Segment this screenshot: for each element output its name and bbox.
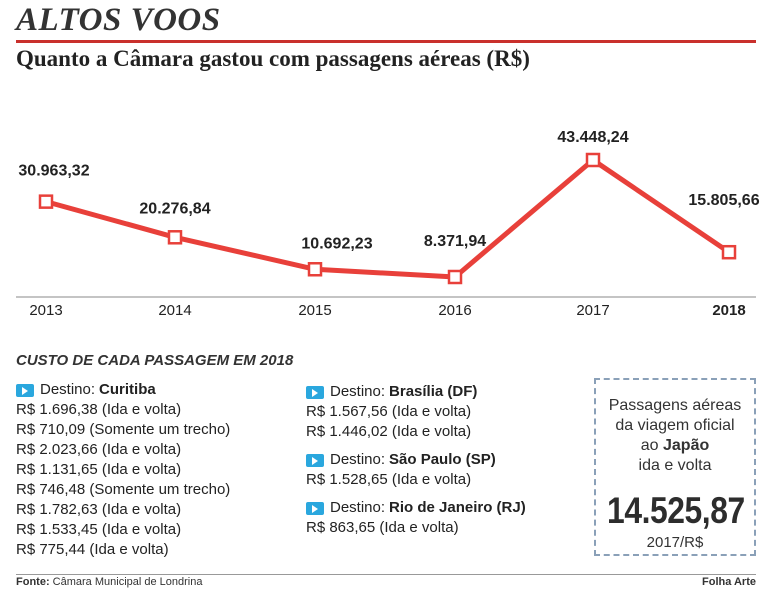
data-label: 15.805,66 [688, 192, 759, 209]
list-item: R$ 2.023,66 (Ida e volta) [16, 441, 182, 458]
list-item: R$ 746,48 (Somente um trecho) [16, 481, 231, 498]
highlight-line-1: Passagens aéreas [608, 397, 742, 414]
highlight-box: Passagens aéreas da viagem oficial ao Ja… [594, 378, 756, 556]
data-label: 10.692,23 [301, 235, 372, 252]
destination-group-rio: Destino: Rio de Janeiro (RJ) R$ 863,65 (… [306, 498, 526, 538]
highlight-line-3-prefix: ao [640, 437, 659, 454]
list-item: R$ 863,65 (Ida e volta) [306, 519, 459, 536]
highlight-value: 14.525,87 [607, 490, 745, 531]
destination-header: Destino: São Paulo (SP) [306, 450, 526, 470]
destination-prefix: Destino: [330, 383, 386, 400]
title-divider [16, 40, 756, 43]
list-item: R$ 1.696,38 (Ida e volta) [16, 401, 182, 418]
highlight-country: Japão [663, 437, 710, 454]
highlight-line-2: da viagem oficial [615, 417, 735, 434]
highlight-line-4: ida e volta [638, 457, 712, 474]
source-label: Fonte: [16, 576, 50, 588]
x-tick-label: 2014 [158, 302, 191, 319]
arrow-right-icon [16, 383, 34, 397]
destination-header: Destino: Brasília (DF) [306, 382, 526, 402]
list-item: R$ 710,09 (Somente um trecho) [16, 421, 231, 438]
destination-header: Destino: Rio de Janeiro (RJ) [306, 498, 526, 518]
x-tick-label: 2015 [298, 302, 331, 319]
costs-heading: CUSTO DE CADA PASSAGEM EM 2018 [16, 352, 294, 369]
destination-city: Curitiba [99, 381, 156, 398]
list-item: R$ 1.446,02 (Ida e volta) [306, 423, 472, 440]
destination-prefix: Destino: [330, 499, 386, 516]
destination-group-curitiba: Destino: Curitiba R$ 1.696,38 (Ida e vol… [16, 380, 230, 560]
highlight-line-3: ao Japão [596, 436, 754, 456]
page-title: ALTOS VOOS [16, 2, 221, 38]
data-label: 20.276,84 [139, 200, 210, 217]
data-point [447, 269, 463, 285]
x-tick-label: 2018 [712, 302, 745, 319]
x-tick-label: 2016 [438, 302, 471, 319]
list-item: R$ 1.528,65 (Ida e volta) [306, 471, 472, 488]
data-point [167, 230, 183, 245]
arrow-right-icon [306, 453, 324, 467]
data-point [307, 262, 323, 277]
destination-city: São Paulo (SP) [389, 451, 496, 468]
destination-header: Destino: Curitiba [16, 380, 230, 400]
credit: Folha Arte [702, 576, 756, 588]
costs-column-2: Destino: Brasília (DF) R$ 1.567,56 (Ida … [306, 382, 526, 546]
list-item: R$ 1.131,65 (Ida e volta) [16, 461, 182, 478]
line-chart: 30.963,32 2013 20.276,84 2014 10.692,23 2015 8… [16, 129, 760, 319]
x-tick-label: 2013 [29, 302, 62, 319]
arrow-right-icon [306, 385, 324, 399]
chart-subtitle: Quanto a Câmara gastou com passagens aér… [16, 46, 530, 71]
destination-prefix: Destino: [40, 381, 96, 398]
list-item: R$ 775,44 (Ida e volta) [16, 541, 169, 558]
data-label: 43.448,24 [557, 129, 628, 146]
x-tick-label: 2017 [576, 302, 609, 319]
footer-divider [16, 574, 756, 575]
destination-group-brasilia: Destino: Brasília (DF) R$ 1.567,56 (Ida … [306, 382, 526, 442]
arrow-right-icon [306, 501, 324, 515]
source-text: Câmara Municipal de Londrina [52, 576, 203, 588]
list-item: R$ 1.782,63 (Ida e volta) [16, 501, 182, 518]
data-label: 8.371,94 [424, 233, 486, 250]
list-item: R$ 1.567,56 (Ida e volta) [306, 403, 472, 420]
series-line [45, 157, 731, 280]
data-point [38, 194, 54, 209]
destination-city: Rio de Janeiro (RJ) [389, 499, 526, 516]
data-point [585, 152, 601, 168]
data-label: 30.963,32 [18, 163, 89, 180]
list-item: R$ 1.533,45 (Ida e volta) [16, 521, 182, 538]
source-note: Fonte: Câmara Municipal de Londrina [16, 576, 202, 588]
data-point [721, 244, 737, 260]
destination-prefix: Destino: [330, 451, 386, 468]
highlight-unit: 2017/R$ [646, 534, 704, 551]
destination-city: Brasília (DF) [389, 383, 478, 400]
highlight-description: Passagens aéreas da viagem oficial ao Ja… [596, 396, 754, 476]
costs-column-1: Destino: Curitiba R$ 1.696,38 (Ida e vol… [16, 380, 230, 568]
destination-group-sao-paulo: Destino: São Paulo (SP) R$ 1.528,65 (Ida… [306, 450, 526, 490]
